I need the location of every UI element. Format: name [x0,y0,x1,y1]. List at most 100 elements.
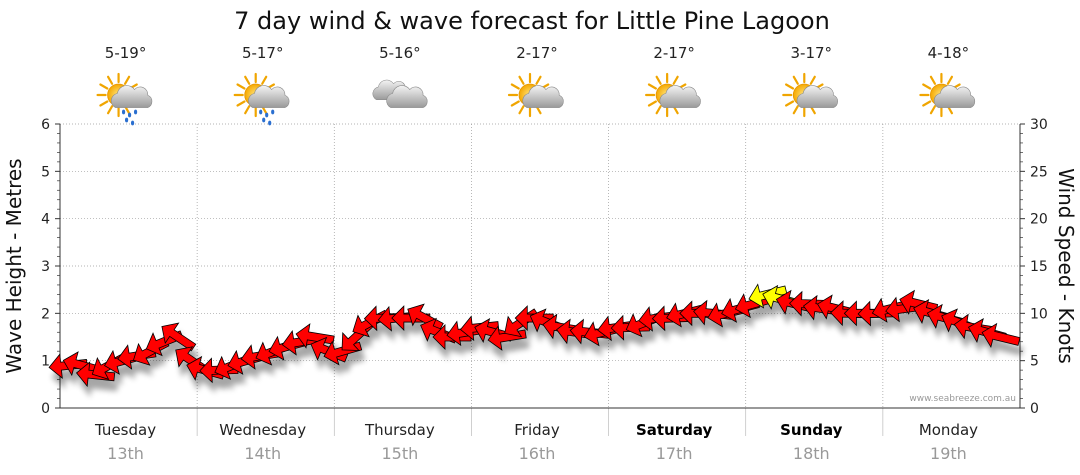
rain-drop [268,120,272,126]
day-temperature: 4-18° [928,44,970,62]
day-column: 4-18° Monday 19th [919,44,978,463]
sun-cloud-rain-icon [96,72,153,126]
left-axis-ticks: 0 1 2 3 4 5 6 [41,117,60,417]
left-tick-label: 4 [41,212,50,228]
sun-ray [647,83,657,90]
wind-arrows [48,283,1021,388]
cloud-path [659,85,701,108]
day-name: Sunday [780,421,843,439]
day-date: 13th [107,444,144,463]
sun-ray [647,100,657,107]
sun-ray [99,83,109,90]
sun-ray [236,83,246,90]
day-date: 16th [519,444,556,463]
cloud-shape [933,85,976,108]
sun-ray [510,100,520,107]
sun-ray [99,100,109,107]
cloud-icon [372,79,428,108]
sun-ray [784,83,795,90]
rain-drop [271,109,275,115]
day-temperature: 5-19° [105,44,147,62]
day-column: 3-17° Sunday 18th [780,44,843,463]
cloud-path [248,85,290,108]
rain-drop [262,117,266,123]
sun-ray [518,105,525,115]
sun-cloud-icon [645,72,701,118]
sun-ray [518,75,525,85]
rain-drops [259,109,275,126]
cloud-shape [796,85,838,108]
cloud-shape [386,85,428,108]
sun-ray [655,105,662,115]
rain-drop [259,109,263,115]
cloud-shape [659,85,701,108]
day-date: 14th [244,444,281,463]
cloud-path [386,85,428,108]
right-tick-label: 5 [1030,354,1039,370]
day-temperature: 3-17° [791,44,833,62]
sun-ray [922,83,932,90]
day-temperature: 5-17° [242,44,284,62]
day-name: Tuesday [94,421,156,439]
sun-cloud-icon [782,72,838,118]
wind-arrow [161,322,197,352]
left-tick-label: 0 [41,401,50,417]
day-temperature: 5-16° [379,44,421,62]
credit-text: www.seabreeze.com.au [909,394,1016,404]
sun-ray [236,100,246,107]
cloud-shape [522,85,564,108]
sun-ray [106,75,114,85]
cloud-path [522,85,564,108]
rain-drop [127,112,132,118]
sun-ray [929,105,937,115]
day-name: Wednesday [219,421,306,439]
right-axis-ticks: 0 5 10 15 20 25 30 [1020,117,1048,417]
sun-rays [233,72,278,118]
cloud-path [933,85,976,108]
day-name: Monday [919,421,978,439]
left-tick-label: 2 [41,306,50,322]
right-tick-label: 25 [1030,164,1048,180]
sun-ray [929,75,937,85]
sun-ray [809,75,816,85]
day-temperature: 2-17° [653,44,695,62]
day-column: 5-17° Wednesday 14th [219,44,306,463]
sun-ray [261,75,268,85]
right-axis-label: Wind Speed - Knots [1054,168,1078,364]
right-tick-label: 30 [1030,117,1048,133]
rain-drop [130,120,135,126]
right-tick-label: 10 [1030,306,1048,322]
sun-cloud-rain-icon [233,72,290,126]
left-axis-label: Wave Height - Metres [2,158,26,373]
sun-ray [922,100,932,107]
sun-ray [106,105,114,115]
sun-ray [672,75,679,85]
rain-drop [121,109,126,115]
cloud-path [796,85,838,108]
day-date: 19th [930,444,967,463]
rain-drop [265,112,269,118]
rain-drop [124,117,129,123]
sun-ray [792,105,799,115]
cloud-shape [248,85,290,108]
right-tick-label: 15 [1030,259,1048,275]
day-name: Friday [514,421,560,439]
left-tick-label: 3 [41,259,50,275]
day-name: Thursday [364,421,435,439]
day-date: 15th [381,444,418,463]
left-tick-label: 6 [41,117,50,133]
sun-ray [784,100,795,107]
sun-cloud-icon [507,72,564,118]
right-tick-label: 20 [1030,212,1048,228]
sun-ray [510,83,520,90]
sun-ray [792,75,799,85]
left-tick-label: 5 [41,164,50,180]
day-column: 5-16° Thursday 15th [364,44,435,463]
day-columns: 5-19° Tuesday 13th 5-17° Wednesday 14th 5-16° T… [94,44,978,463]
left-tick-label: 1 [41,354,50,370]
day-column: 2-17° Friday 16th [507,44,564,463]
day-date: 17th [656,444,693,463]
right-tick-label: 0 [1030,401,1039,417]
sun-ray [244,105,251,115]
